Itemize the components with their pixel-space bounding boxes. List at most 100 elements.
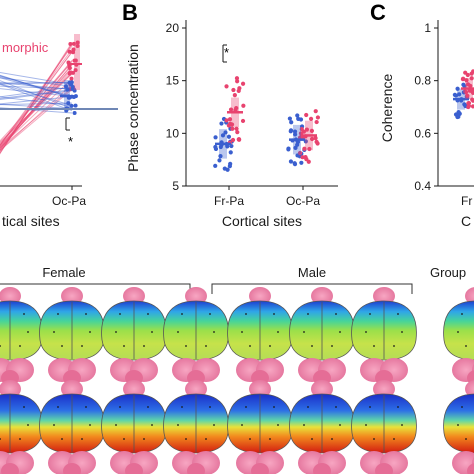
panel-a-female-line (0, 62, 73, 142)
panel-b-point (230, 137, 236, 143)
electrode-dot (0, 438, 1, 440)
panel-b-point (292, 162, 298, 167)
electrode-dot (311, 345, 313, 347)
electrode-dot (209, 406, 211, 408)
panel-b-point (303, 155, 308, 160)
panel-b-point (228, 107, 234, 112)
electrode-dot (181, 406, 183, 408)
electrode-dot (185, 345, 187, 347)
electrode-dot (57, 406, 59, 408)
panel-a-male-line (0, 74, 73, 99)
panel-a-male-line (0, 90, 73, 100)
olfactory-bulb (123, 380, 145, 398)
olfactory-bulb (0, 287, 21, 305)
panel-a-male-line (0, 80, 73, 110)
electrode-dot (85, 313, 87, 315)
olfactory-bulb (61, 380, 83, 398)
panel-b-point (304, 127, 310, 132)
panel-a-male-line (0, 89, 73, 99)
panel-b-point (230, 126, 235, 131)
panel-b-letter: B (122, 0, 138, 25)
electrode-dot (85, 406, 87, 408)
panel-c-point (457, 92, 462, 97)
electrode-dot (269, 438, 271, 440)
panel-b-point (213, 163, 218, 168)
cortex-map (443, 300, 474, 361)
panel-a-male-line (0, 81, 73, 85)
panel-b-point (234, 76, 240, 81)
electrode-dot (185, 438, 187, 440)
panel-b-point (287, 116, 292, 121)
electrode-dot (335, 313, 337, 315)
brain-map-bottom (163, 380, 229, 474)
brain-map-top (443, 287, 474, 386)
electrode-dot (177, 424, 179, 426)
electrode-dot (177, 331, 179, 333)
brain-map-top (101, 287, 167, 386)
electrode-dot (277, 331, 279, 333)
panel-c-point (465, 72, 470, 78)
panel-b-point (314, 119, 319, 125)
electrode-dot (457, 331, 459, 333)
electrode-dot (151, 424, 153, 426)
electrode-dot (89, 424, 91, 426)
panel-c-point (462, 102, 467, 107)
panel-c-point (461, 76, 466, 81)
electrode-dot (123, 345, 125, 347)
male-label: Male (298, 265, 326, 280)
brain-map-top (163, 287, 229, 386)
electrode-dot (373, 345, 375, 347)
panel-c-xtick: Fr (461, 194, 472, 208)
panel-a-female-line (0, 51, 73, 147)
electrode-dot (53, 424, 55, 426)
cortex-map (0, 393, 43, 454)
panel-a-male-line (0, 83, 73, 112)
panel-b-point (302, 146, 307, 151)
brain-map-top (0, 287, 43, 386)
electrode-dot (245, 313, 247, 315)
olfactory-bulb (373, 380, 395, 398)
panel-a-female-line (0, 51, 73, 151)
electrode-dot (249, 345, 251, 347)
electrode-dot (53, 331, 55, 333)
panel-b-point (218, 144, 223, 150)
panel-a-female-line (0, 43, 73, 154)
electrode-dot (181, 313, 183, 315)
panel-a-male-line (0, 86, 73, 98)
electrode-dot (369, 406, 371, 408)
brain-map-bottom (39, 380, 105, 474)
brainstem (187, 463, 205, 474)
panel-b-point (240, 81, 246, 86)
female-bracket (0, 283, 191, 294)
panel-a-female-point (68, 70, 73, 75)
brain-map-bottom (227, 380, 293, 474)
panel-a-female-point (71, 41, 76, 46)
electrode-dot (27, 331, 29, 333)
panel-c-point (469, 76, 474, 81)
electrode-dot (205, 438, 207, 440)
panel-b-medians (215, 97, 317, 159)
panel-a-female-point (67, 65, 72, 70)
olfactory-bulb (0, 380, 21, 398)
electrode-dot (245, 406, 247, 408)
cortex-map (443, 393, 474, 454)
panel-c-point (455, 86, 460, 91)
panel-c-y-tick-label: 0.4 (414, 179, 431, 193)
brainstem (63, 463, 81, 474)
female-label: Female (42, 265, 85, 280)
electrode-dot (273, 313, 275, 315)
panel-a-female-line (0, 64, 73, 151)
electrode-dot (23, 313, 25, 315)
panel-a-male-line (0, 102, 73, 106)
electrode-dot (331, 438, 333, 440)
panel-c-point (469, 71, 474, 76)
panel-b-point (240, 118, 246, 124)
panel-b-x-tick-label: Fr-Pa (214, 194, 244, 208)
electrode-dot (461, 406, 463, 408)
panel-c-y-ticks: 0.4 0.6 0.8 1 (414, 21, 438, 193)
panel-b-point (228, 150, 233, 155)
brain-map-bottom (0, 380, 43, 474)
panel-b-y-tick-label: 15 (166, 74, 180, 88)
olfactory-bulb (311, 380, 333, 398)
electrode-dot (331, 345, 333, 347)
